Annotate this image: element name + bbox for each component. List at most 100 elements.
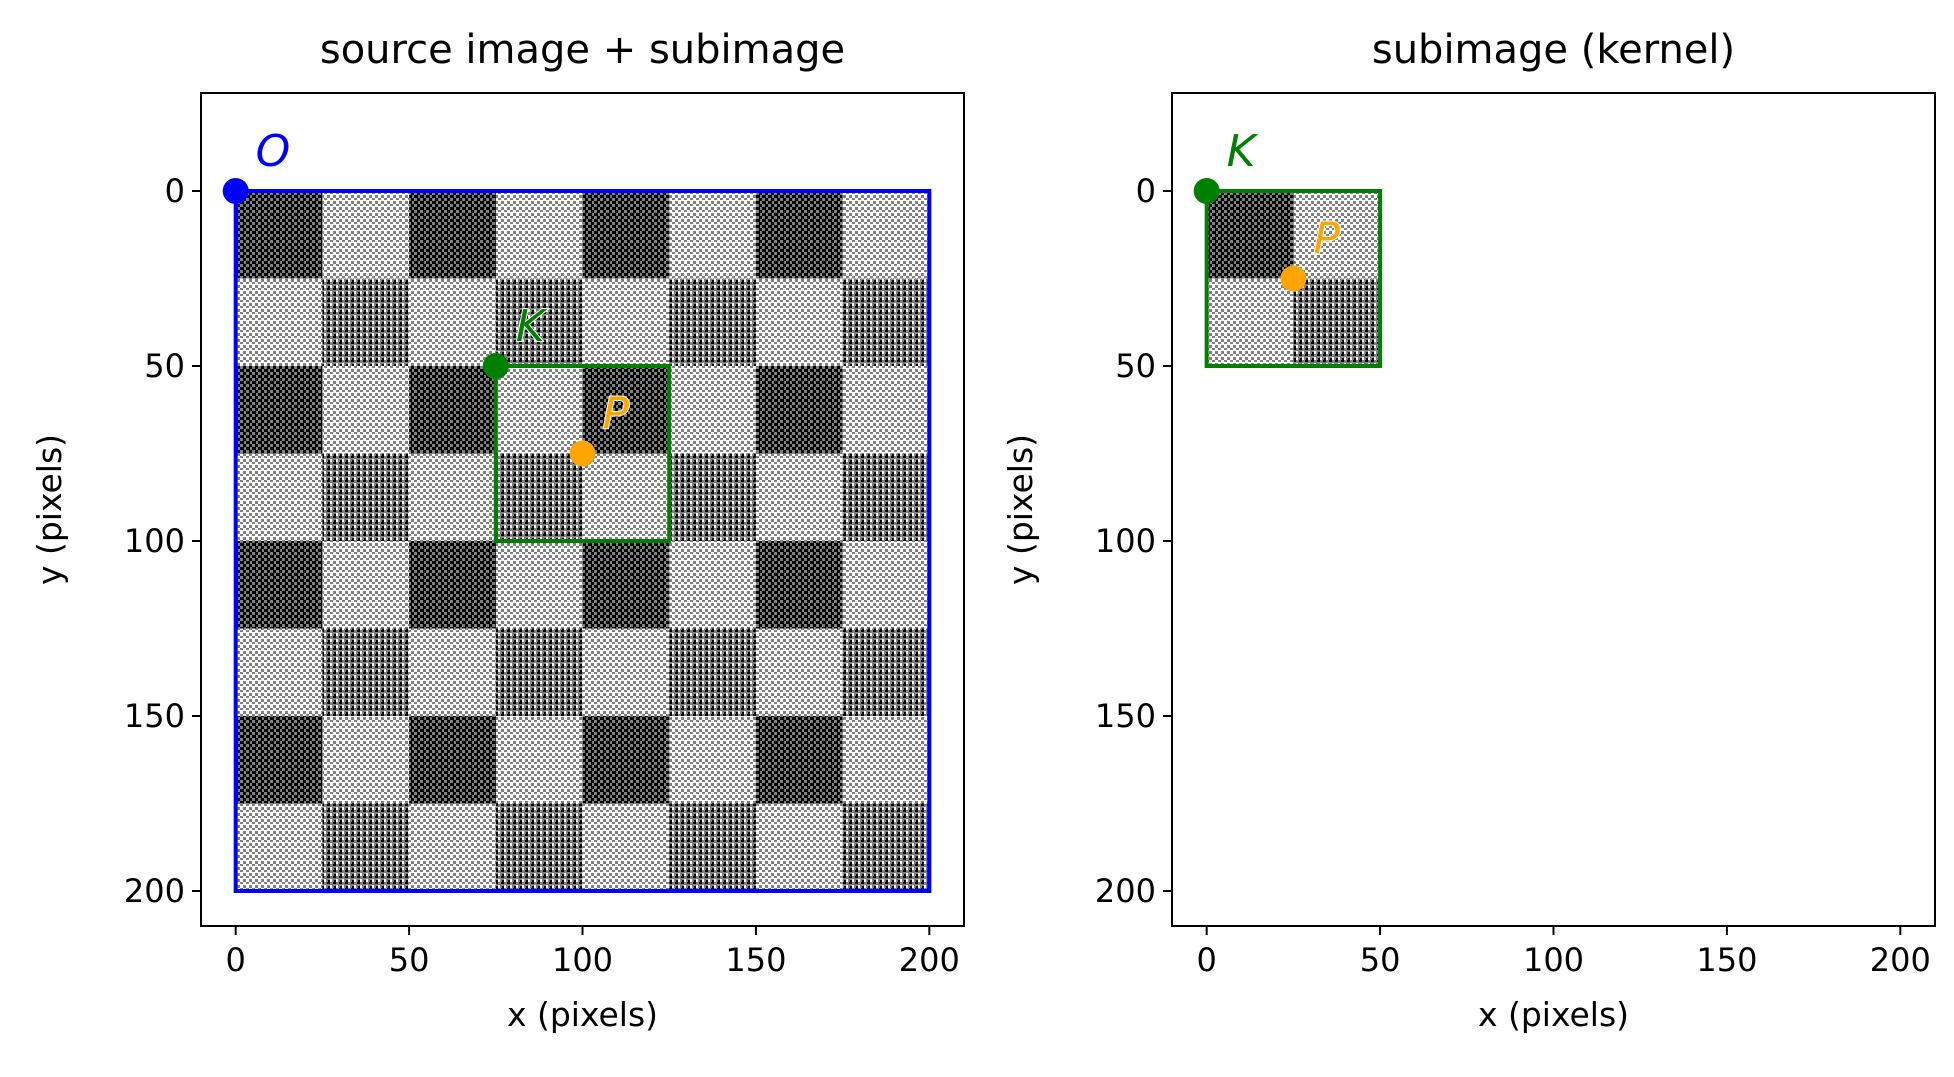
- checker-square: [322, 803, 410, 892]
- checker-square: [409, 366, 497, 454]
- checker-square: [322, 366, 410, 454]
- plot-area: O K P 0 0 50 50 100 100 150 150 200 200: [124, 92, 965, 979]
- checker-square: [495, 716, 583, 804]
- x-tick-label: 50: [389, 941, 430, 979]
- checker-square: [755, 803, 844, 892]
- checker-square: [582, 191, 670, 279]
- checker-square: [842, 803, 930, 892]
- checker-square: [409, 803, 497, 892]
- x-axis-label: x (pixels): [507, 995, 658, 1034]
- checker-square: [322, 453, 410, 542]
- point-marker: [482, 353, 509, 379]
- checker-square: [409, 541, 497, 629]
- point-marker: [1193, 178, 1220, 204]
- point-label: P: [1313, 214, 1340, 265]
- checker-square: [495, 628, 583, 717]
- checker-square: [235, 191, 323, 279]
- source-image-panel: source image + subimage O K P 0 0 50 50 100 100 1…: [30, 27, 965, 1034]
- checker-square: [755, 366, 844, 454]
- y-tick-label: 150: [124, 697, 185, 735]
- x-tick-label: 150: [725, 941, 786, 979]
- checker-square: [235, 453, 323, 542]
- checker-square: [842, 366, 930, 454]
- checker-square: [755, 453, 844, 542]
- checker-square: [235, 716, 323, 804]
- checker-square: [322, 191, 410, 279]
- checker-square: [495, 366, 583, 454]
- y-tick-label: 50: [1115, 347, 1156, 385]
- x-tick-label: 200: [899, 941, 960, 979]
- y-axis-label: y (pixels): [30, 434, 69, 585]
- checker-square: [582, 278, 670, 367]
- point-label: K: [516, 301, 548, 352]
- checker-square: [495, 541, 583, 629]
- checker-square: [755, 541, 844, 629]
- y-tick-label: 200: [1095, 872, 1156, 910]
- checker-square: [409, 453, 497, 542]
- checker-square: [235, 278, 323, 367]
- checker-square: [669, 191, 757, 279]
- checker-square: [842, 191, 930, 279]
- checker-square: [235, 366, 323, 454]
- checker-square: [755, 191, 844, 279]
- checker-square: [582, 628, 670, 717]
- x-tick-label: 200: [1870, 941, 1931, 979]
- checker-square: [669, 366, 757, 454]
- checker-square: [842, 541, 930, 629]
- y-tick-label: 0: [1136, 172, 1156, 210]
- checker-square: [842, 628, 930, 717]
- checker-square: [1293, 278, 1381, 367]
- point-label: P: [603, 389, 630, 440]
- y-tick-label: 0: [165, 172, 185, 210]
- checker-square: [582, 541, 670, 629]
- checker-square: [1206, 191, 1294, 279]
- x-tick-label: 100: [1523, 941, 1584, 979]
- checker-square: [842, 278, 930, 367]
- checker-square: [235, 628, 323, 717]
- point-marker: [569, 440, 596, 467]
- checker-square: [495, 803, 583, 892]
- checker-square: [669, 803, 757, 892]
- checker-square: [582, 803, 670, 892]
- outline-rectangle: [493, 364, 672, 543]
- checker-square: [669, 278, 757, 367]
- checker-square: [669, 628, 757, 717]
- x-axis-label: x (pixels): [1478, 995, 1629, 1034]
- checker-square: [582, 366, 670, 454]
- x-tick-label: 50: [1360, 941, 1401, 979]
- point-marker: [222, 178, 249, 204]
- outline-rectangle: [233, 189, 932, 893]
- chart-title: subimage (kernel): [1372, 27, 1735, 73]
- checker-square: [755, 716, 844, 804]
- checker-square: [669, 716, 757, 804]
- y-tick-label: 50: [144, 347, 185, 385]
- outline-rectangle: [1204, 189, 1383, 368]
- checker-square: [495, 191, 583, 279]
- checker-square: [755, 628, 844, 717]
- plot-area: K P 0 0 50 50 100 100 150 150 200 200: [1095, 92, 1936, 979]
- checker-square: [842, 453, 930, 542]
- y-tick-label: 100: [1095, 522, 1156, 560]
- checker-square: [842, 716, 930, 804]
- y-tick-label: 200: [124, 872, 185, 910]
- point-marker: [1280, 265, 1307, 292]
- checker-square: [409, 278, 497, 367]
- checker-square: [669, 453, 757, 542]
- image-pixels: [1206, 191, 1381, 367]
- checker-square: [409, 628, 497, 717]
- x-tick-label: 150: [1696, 941, 1757, 979]
- y-tick-label: 100: [124, 522, 185, 560]
- checker-square: [235, 803, 323, 892]
- chart-title: source image + subimage: [320, 27, 845, 73]
- y-axis-label: y (pixels): [1001, 434, 1040, 585]
- checker-square: [409, 191, 497, 279]
- checker-square: [409, 716, 497, 804]
- image-pixels: [235, 191, 930, 892]
- checker-square: [322, 278, 410, 367]
- checker-square: [755, 278, 844, 367]
- checker-square: [1206, 278, 1294, 367]
- checker-square: [582, 453, 670, 542]
- checker-square: [495, 453, 583, 542]
- x-tick-label: 0: [226, 941, 246, 979]
